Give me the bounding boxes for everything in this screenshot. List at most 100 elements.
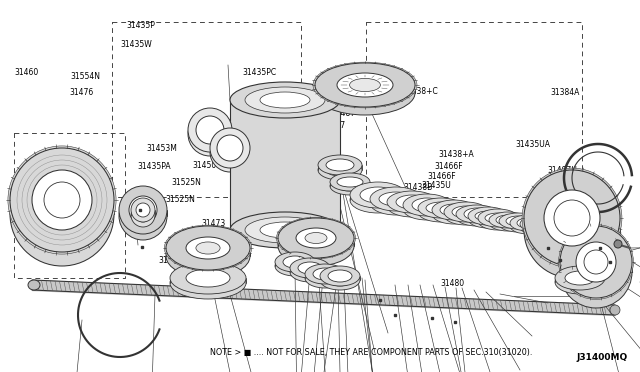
- Text: 31476: 31476: [69, 88, 93, 97]
- Ellipse shape: [440, 204, 468, 216]
- Ellipse shape: [541, 222, 575, 236]
- Ellipse shape: [444, 205, 488, 225]
- Ellipse shape: [582, 223, 612, 235]
- Ellipse shape: [210, 132, 250, 172]
- Ellipse shape: [188, 112, 232, 156]
- Ellipse shape: [326, 164, 354, 176]
- Ellipse shape: [315, 71, 415, 115]
- Ellipse shape: [531, 218, 565, 232]
- Ellipse shape: [432, 200, 476, 220]
- Ellipse shape: [544, 202, 600, 258]
- Ellipse shape: [558, 223, 578, 231]
- Ellipse shape: [537, 224, 559, 232]
- Ellipse shape: [296, 236, 336, 256]
- Ellipse shape: [10, 162, 114, 266]
- Text: 31486M: 31486M: [534, 228, 565, 237]
- Ellipse shape: [562, 223, 594, 237]
- Ellipse shape: [440, 208, 468, 220]
- Ellipse shape: [464, 208, 490, 220]
- Ellipse shape: [568, 224, 588, 232]
- Text: 31525N: 31525N: [172, 178, 202, 187]
- Ellipse shape: [426, 206, 456, 218]
- Ellipse shape: [403, 194, 451, 216]
- Ellipse shape: [337, 73, 393, 97]
- Ellipse shape: [305, 232, 327, 244]
- Text: 31436MB: 31436MB: [285, 162, 321, 171]
- Text: 31487: 31487: [314, 134, 338, 143]
- Text: 31435PD: 31435PD: [255, 189, 289, 198]
- Text: 31438+B: 31438+B: [300, 144, 335, 153]
- Ellipse shape: [320, 266, 360, 286]
- Ellipse shape: [188, 108, 232, 152]
- Ellipse shape: [298, 262, 322, 274]
- Ellipse shape: [527, 222, 549, 232]
- Text: 31473: 31473: [202, 219, 226, 228]
- Ellipse shape: [452, 209, 480, 221]
- Ellipse shape: [531, 221, 565, 235]
- Ellipse shape: [560, 226, 632, 298]
- Text: 31436MC: 31436MC: [285, 154, 321, 163]
- Ellipse shape: [489, 212, 527, 228]
- Ellipse shape: [260, 222, 310, 238]
- Ellipse shape: [129, 202, 157, 230]
- Ellipse shape: [548, 225, 568, 233]
- Ellipse shape: [186, 269, 230, 287]
- Ellipse shape: [403, 198, 451, 220]
- Ellipse shape: [496, 215, 520, 225]
- Ellipse shape: [10, 148, 114, 252]
- Ellipse shape: [278, 218, 354, 258]
- Ellipse shape: [524, 182, 620, 278]
- Text: 31506M: 31506M: [347, 106, 378, 115]
- Text: 31453M: 31453M: [146, 144, 177, 153]
- Ellipse shape: [559, 225, 634, 299]
- Text: 31476+A: 31476+A: [18, 209, 54, 218]
- Ellipse shape: [592, 224, 620, 236]
- Bar: [366, 22, 582, 197]
- Ellipse shape: [119, 186, 167, 234]
- Ellipse shape: [32, 184, 92, 244]
- Ellipse shape: [275, 252, 315, 272]
- Ellipse shape: [370, 191, 422, 215]
- Ellipse shape: [510, 218, 546, 234]
- Text: 31435PB: 31435PB: [221, 141, 255, 150]
- Ellipse shape: [555, 266, 605, 290]
- Ellipse shape: [554, 200, 590, 236]
- Ellipse shape: [320, 270, 360, 290]
- Text: 31435W: 31435W: [120, 40, 152, 49]
- Ellipse shape: [210, 128, 250, 168]
- Ellipse shape: [313, 272, 337, 284]
- Ellipse shape: [387, 191, 437, 213]
- Ellipse shape: [432, 204, 476, 224]
- Ellipse shape: [555, 270, 605, 294]
- Ellipse shape: [418, 198, 464, 218]
- Text: NOTE > ■ .... NOT FOR SALE, THEY ARE COMPONENT PARTS OF SEC.310(31020).: NOTE > ■ .... NOT FOR SALE, THEY ARE COM…: [210, 347, 532, 356]
- Ellipse shape: [573, 225, 603, 237]
- Ellipse shape: [318, 160, 362, 180]
- Ellipse shape: [614, 240, 622, 248]
- Ellipse shape: [44, 182, 80, 218]
- Ellipse shape: [456, 208, 498, 226]
- Ellipse shape: [315, 63, 415, 107]
- Ellipse shape: [186, 274, 230, 292]
- Ellipse shape: [579, 227, 597, 235]
- Text: 31450: 31450: [192, 161, 216, 170]
- Ellipse shape: [337, 177, 363, 187]
- Text: J31400MQ: J31400MQ: [577, 353, 628, 362]
- Ellipse shape: [478, 212, 518, 230]
- Ellipse shape: [360, 187, 396, 203]
- Ellipse shape: [552, 220, 584, 234]
- Ellipse shape: [584, 250, 608, 274]
- Ellipse shape: [379, 196, 413, 210]
- Ellipse shape: [478, 209, 518, 227]
- Ellipse shape: [517, 221, 539, 231]
- Ellipse shape: [468, 207, 508, 225]
- Text: 31384A: 31384A: [550, 88, 580, 97]
- Ellipse shape: [565, 275, 595, 289]
- Ellipse shape: [186, 245, 230, 267]
- Ellipse shape: [136, 203, 150, 217]
- Ellipse shape: [610, 305, 620, 315]
- Ellipse shape: [582, 225, 612, 237]
- Ellipse shape: [520, 219, 556, 235]
- Ellipse shape: [370, 187, 422, 211]
- Ellipse shape: [426, 202, 456, 214]
